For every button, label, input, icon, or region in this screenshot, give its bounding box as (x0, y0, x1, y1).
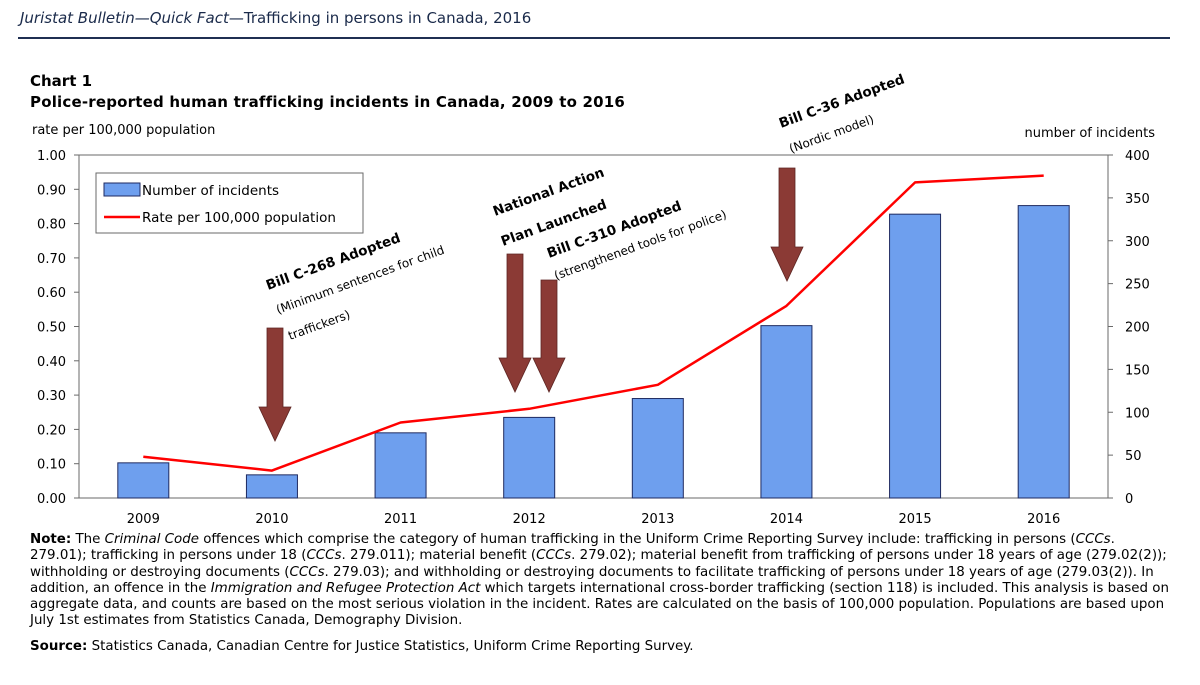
bar-2015 (889, 213, 942, 499)
x-tick-label: 2011 (384, 512, 417, 527)
rate-line (143, 174, 1044, 472)
note-italic-term: CCCs (289, 564, 325, 580)
note-text: which targets international cross-border… (30, 580, 1169, 629)
note-text: . 279.011); material benefit ( (341, 548, 537, 564)
right-axis-label: number of incidents (1024, 126, 1155, 141)
note-text: The (71, 532, 105, 547)
note-text: offences which comprise the category of … (198, 532, 1076, 547)
arrow-bill-c310 (532, 279, 566, 393)
left-tick-label: 0.70 (37, 252, 66, 267)
left-tick-label: 1.00 (37, 149, 66, 164)
right-tick-label: 250 (1125, 278, 1150, 293)
bar-2012 (503, 416, 556, 499)
left-tick-label: 0.60 (37, 286, 66, 301)
legend-label: Rate per 100,000 population (142, 210, 336, 226)
arrow-bill-c36 (770, 167, 804, 282)
chart: 0.00 0.10 0.20 0.30 0.40 0.50 0.60 0.70 0.80 0.90… (32, 71, 1155, 527)
source-label: Source: (30, 639, 88, 654)
chart-note: Note: The Criminal Code offences which c… (30, 532, 1170, 630)
note-italic-term: CCCs (306, 548, 342, 564)
bulletin-header-title: Trafficking in persons in Canada, 2016 (243, 9, 532, 27)
left-tick-label: 0.50 (37, 321, 66, 336)
bar-2011 (374, 432, 427, 499)
bar-2009 (117, 462, 170, 499)
note-text: . 279.01); trafficking in persons under … (30, 532, 1115, 564)
x-tick-label: 2013 (641, 512, 674, 527)
note-text: . 279.03); and withholding or destroying… (30, 564, 1154, 596)
left-tick-label: 0.00 (37, 492, 66, 507)
chart-source: Source: Statistics Canada, Canadian Cent… (30, 639, 694, 654)
right-tick-label: 200 (1125, 321, 1150, 336)
bar-2016 (1017, 205, 1070, 499)
bulletin-header-italic: Juristat Bulletin—Quick Fact— (20, 9, 244, 27)
legend-label: Number of incidents (142, 183, 279, 199)
left-tick-label: 0.80 (37, 218, 66, 233)
arrow-action-plan (498, 253, 532, 393)
left-axis-label: rate per 100,000 population (32, 123, 215, 138)
note-text: . 279.02); material benefit from traffic… (30, 548, 1167, 580)
left-tick-label: 0.10 (37, 458, 66, 473)
legend-bar-swatch (103, 182, 141, 197)
right-tick-label: 150 (1125, 363, 1150, 378)
note-italic-term: Immigration and Refugee Protection Act (210, 580, 481, 596)
x-tick-label: 2009 (127, 512, 160, 527)
note-italic-term: Criminal Code (104, 532, 199, 547)
bar-2013 (631, 398, 684, 499)
right-tick-label: 400 (1125, 149, 1150, 164)
right-tick-label: 300 (1125, 235, 1150, 250)
annotation-bill-c268-detail: traffickers) (286, 307, 352, 342)
left-tick-label: 0.40 (37, 355, 66, 370)
header-divider (18, 37, 1170, 39)
x-tick-label: 2015 (899, 512, 932, 527)
bulletin-header: Juristat Bulletin—Quick Fact—Trafficking… (20, 9, 531, 27)
bar-2014 (760, 325, 813, 499)
arrow-bill-c268 (258, 327, 292, 442)
right-tick-label: 50 (1125, 449, 1142, 464)
chart-label: Chart 1 (30, 72, 93, 90)
left-tick-label: 0.20 (37, 423, 66, 438)
note-label: Note: (30, 532, 72, 547)
note-italic-term: CCCs (536, 548, 572, 564)
bar-2010 (245, 474, 298, 499)
left-tick-label: 0.90 (37, 183, 66, 198)
x-tick-label: 2012 (513, 512, 546, 527)
note-italic-term: CCCs (1075, 532, 1111, 547)
right-tick-label: 0 (1125, 492, 1133, 507)
right-tick-label: 350 (1125, 192, 1150, 207)
note-body: The Criminal Code offences which compris… (30, 532, 1169, 628)
source-text: Statistics Canada, Canadian Centre for J… (87, 639, 694, 654)
x-tick-label: 2014 (770, 512, 803, 527)
x-tick-label: 2016 (1027, 512, 1060, 527)
left-tick-label: 0.30 (37, 389, 66, 404)
right-tick-label: 100 (1125, 406, 1150, 421)
x-tick-label: 2010 (255, 512, 288, 527)
chart-title: Police-reported human trafficking incide… (30, 93, 626, 111)
